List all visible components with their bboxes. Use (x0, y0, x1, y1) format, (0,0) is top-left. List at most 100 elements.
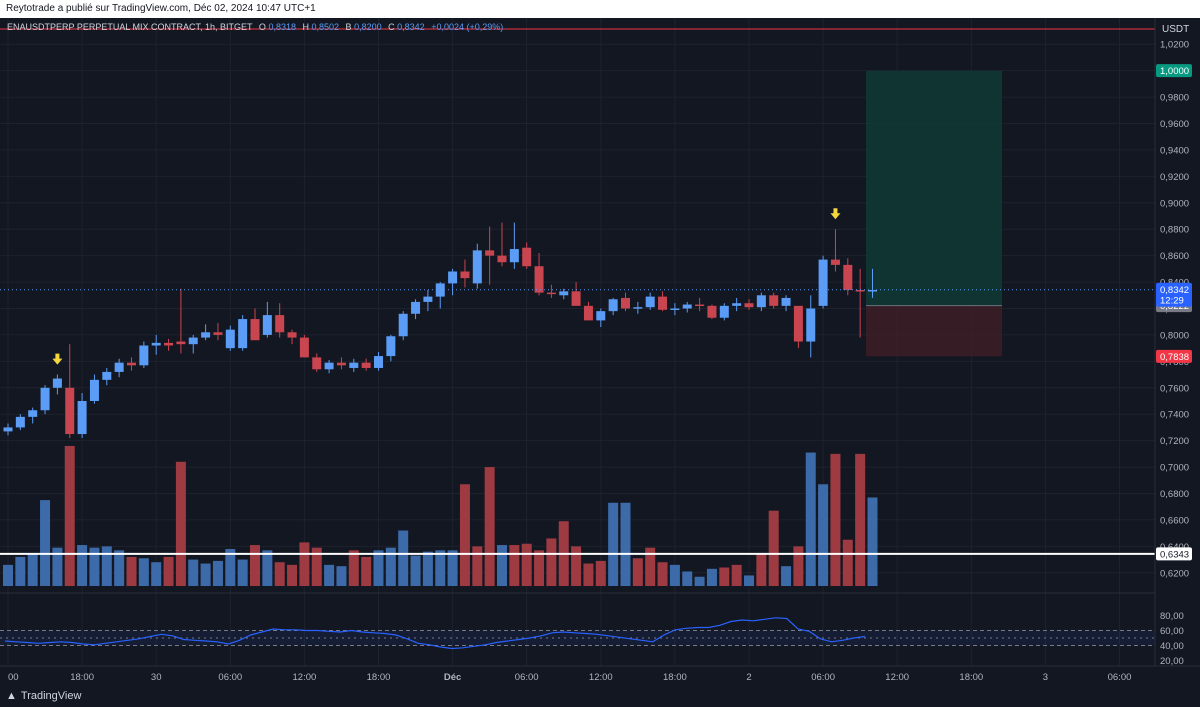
high-label: H (302, 22, 309, 32)
price-tick: 0,6400 (1160, 542, 1189, 553)
chart-canvas[interactable]: 80,00 60,00 40,00 20,00 USDT 1,0200 1,0000 0,… (0, 18, 1200, 686)
candle-body (658, 296, 668, 310)
candle-body (633, 307, 643, 309)
candle-body (164, 342, 174, 346)
change-value: +0,0024 (+0,29%) (431, 22, 503, 32)
candle-body (695, 304, 705, 307)
volume-bar (274, 562, 285, 586)
volume-bar (15, 556, 26, 586)
volume-bar (768, 510, 779, 586)
time-label: 12:00 (589, 672, 613, 683)
time-label: 06:00 (218, 672, 242, 683)
candle-body (65, 387, 75, 435)
volume-bar (472, 546, 483, 586)
time-label: 18:00 (70, 672, 94, 683)
candle-body (830, 259, 840, 265)
price-tick: 0,7200 (1160, 436, 1189, 447)
volume-bar (114, 550, 125, 586)
candle-body (583, 305, 593, 321)
candle-body (275, 315, 285, 333)
volume-bar (64, 445, 75, 586)
level-price-tag-bg (1156, 547, 1192, 561)
price-tick: 0,7600 (1160, 383, 1189, 394)
price-tick: 0,6800 (1160, 489, 1189, 500)
time-label: 06:00 (811, 672, 835, 683)
volume-bar (324, 564, 335, 586)
candle-body (201, 332, 211, 338)
low-value: 0,8200 (354, 22, 382, 32)
time-label: 00 (8, 672, 19, 683)
candle-body (522, 247, 532, 267)
price-lines (0, 28, 1155, 555)
rsi-tick: 20,00 (1160, 656, 1184, 667)
volume-bar (595, 560, 606, 586)
candle-body (682, 304, 692, 309)
volume-bar (793, 546, 804, 586)
candle-body (868, 290, 877, 292)
candle-body (52, 378, 62, 388)
candle-body (596, 311, 606, 321)
volume-bar (818, 484, 829, 586)
target-price-tag: 1,0000 (1160, 66, 1189, 77)
candle-body (756, 295, 766, 308)
candle-body (398, 313, 408, 337)
time-label: 30 (151, 672, 162, 683)
level-price-tag: 0,6343 (1160, 549, 1189, 560)
close-value: 0,8342 (397, 22, 425, 32)
time-label: 18:00 (663, 672, 687, 683)
candle-body (139, 345, 149, 366)
volume-bar (509, 545, 520, 586)
candle-body (188, 337, 198, 345)
candle-body (497, 255, 507, 263)
candle-body (509, 249, 519, 263)
volume-bar (459, 484, 470, 586)
candle-body (707, 305, 717, 318)
signal-arrows (52, 208, 841, 365)
symbol-name[interactable]: ENAUSDTPERP PERPETUAL MIX CONTRACT, 1h, … (7, 22, 253, 32)
volume-bar (385, 547, 396, 586)
volume-bar (744, 575, 754, 586)
volume-bar (657, 562, 668, 586)
price-tick: 1,0200 (1160, 40, 1189, 51)
volume-bar (521, 543, 532, 586)
symbol-legend[interactable]: ENAUSDTPERP PERPETUAL MIX CONTRACT, 1h, … (7, 22, 503, 32)
candle-body (571, 291, 581, 306)
price-axis[interactable]: USDT 1,0200 1,0000 0,9800 0,9600 0,9400 0,920… (1154, 18, 1189, 666)
publisher-line: Reytotrade a publié sur TradingView.com,… (6, 3, 316, 14)
volume-bars (3, 445, 878, 586)
volume-bar (447, 550, 458, 586)
countdown-tag: 12:29 (1160, 296, 1184, 307)
volume-bar (373, 550, 384, 586)
tradingview-logo[interactable]: ▲ TradingView (6, 686, 81, 707)
time-label: 06:00 (1108, 672, 1132, 683)
rsi-tick: 80,00 (1160, 611, 1184, 622)
candle-body (411, 301, 421, 314)
candle-body (806, 308, 816, 342)
target-zone (866, 70, 1002, 306)
time-label: 12:00 (293, 672, 317, 683)
currency-label[interactable]: USDT (1162, 24, 1189, 35)
candle-body (28, 410, 38, 417)
volume-bar (225, 549, 236, 586)
time-axis[interactable]: 00 18:00 30 06:00 12:00 18:00 Déc 06:00 12:00 18:… (0, 665, 1200, 683)
candle-body (336, 362, 346, 366)
volume-bar (311, 547, 322, 586)
volume-bar (40, 500, 51, 586)
volume-bar (608, 502, 619, 586)
time-label: 18:00 (367, 672, 391, 683)
volume-bar (237, 559, 248, 586)
price-tick: 0,8000 (1160, 330, 1189, 341)
volume-bar (138, 558, 149, 586)
candle-body (89, 379, 99, 401)
candle-body (250, 319, 260, 341)
candle-body (262, 315, 272, 335)
volume-bar (694, 576, 705, 586)
candle-body (299, 337, 309, 358)
candle-body (485, 250, 495, 256)
volume-bar (188, 559, 199, 586)
volume-bar (706, 568, 717, 586)
candle-body (448, 271, 458, 284)
candle-body (15, 416, 25, 428)
volume-bar (484, 467, 495, 586)
